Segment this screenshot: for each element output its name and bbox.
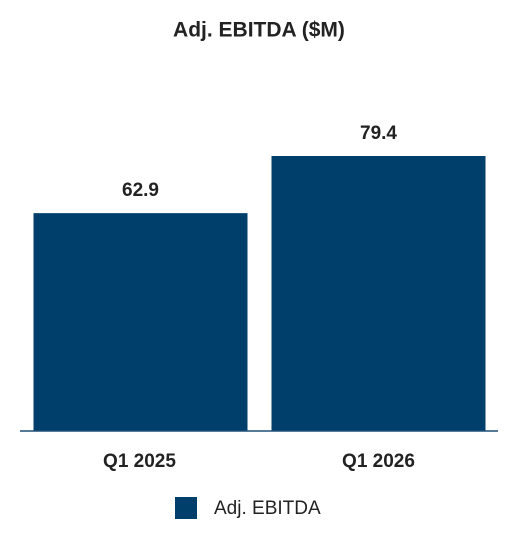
value-label: 79.4 [360,123,397,144]
chart-title: Adj. EBITDA ($M) [173,19,345,42]
value-label: 62.9 [122,180,159,201]
x-tick-label: Q1 2025 [103,451,176,472]
bar [271,156,486,431]
legend-label: Adj. EBITDA [214,498,321,519]
bar [33,213,248,431]
legend-swatch [175,497,197,519]
x-tick-label: Q1 2026 [342,451,415,472]
